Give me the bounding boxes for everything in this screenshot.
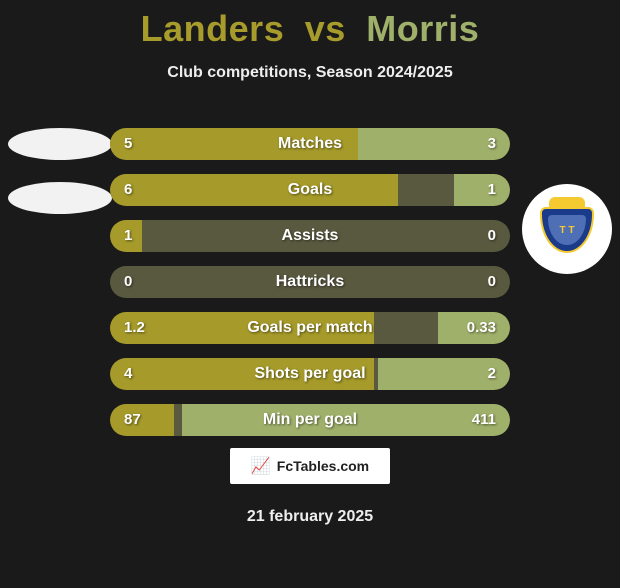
title-player1: Landers — [141, 8, 285, 49]
stats-comparison-chart: 53Matches 61Goals 10Assists 00Hattricks 1.20… — [110, 128, 510, 450]
date-label: 21 february 2025 — [0, 508, 620, 526]
stat-row: 10Assists — [110, 220, 510, 252]
stat-label: Matches — [110, 128, 510, 160]
chart-icon: 📈 — [251, 456, 271, 476]
page-title: Landers vs Morris — [0, 8, 620, 50]
stat-row: 42Shots per goal — [110, 358, 510, 390]
stat-label: Goals per match — [110, 312, 510, 344]
subtitle: Club competitions, Season 2024/2025 — [0, 64, 620, 82]
title-player2: Morris — [366, 8, 479, 49]
stat-label: Shots per goal — [110, 358, 510, 390]
stat-row: 61Goals — [110, 174, 510, 206]
watermark: 📈 FcTables.com — [230, 448, 390, 484]
club-crest-icon: T T — [540, 197, 594, 261]
player1-avatar-placeholder-bottom — [8, 182, 112, 214]
player2-club-badge: T T — [522, 184, 612, 274]
stat-row: 87411Min per goal — [110, 404, 510, 436]
stat-row: 53Matches — [110, 128, 510, 160]
watermark-text: FcTables.com — [277, 458, 369, 474]
title-vs: vs — [305, 8, 346, 49]
stat-label: Min per goal — [110, 404, 510, 436]
stat-label: Assists — [110, 220, 510, 252]
stat-row: 1.20.33Goals per match — [110, 312, 510, 344]
stat-label: Hattricks — [110, 266, 510, 298]
player1-avatar-placeholder-top — [8, 128, 112, 160]
stat-label: Goals — [110, 174, 510, 206]
stat-row: 00Hattricks — [110, 266, 510, 298]
